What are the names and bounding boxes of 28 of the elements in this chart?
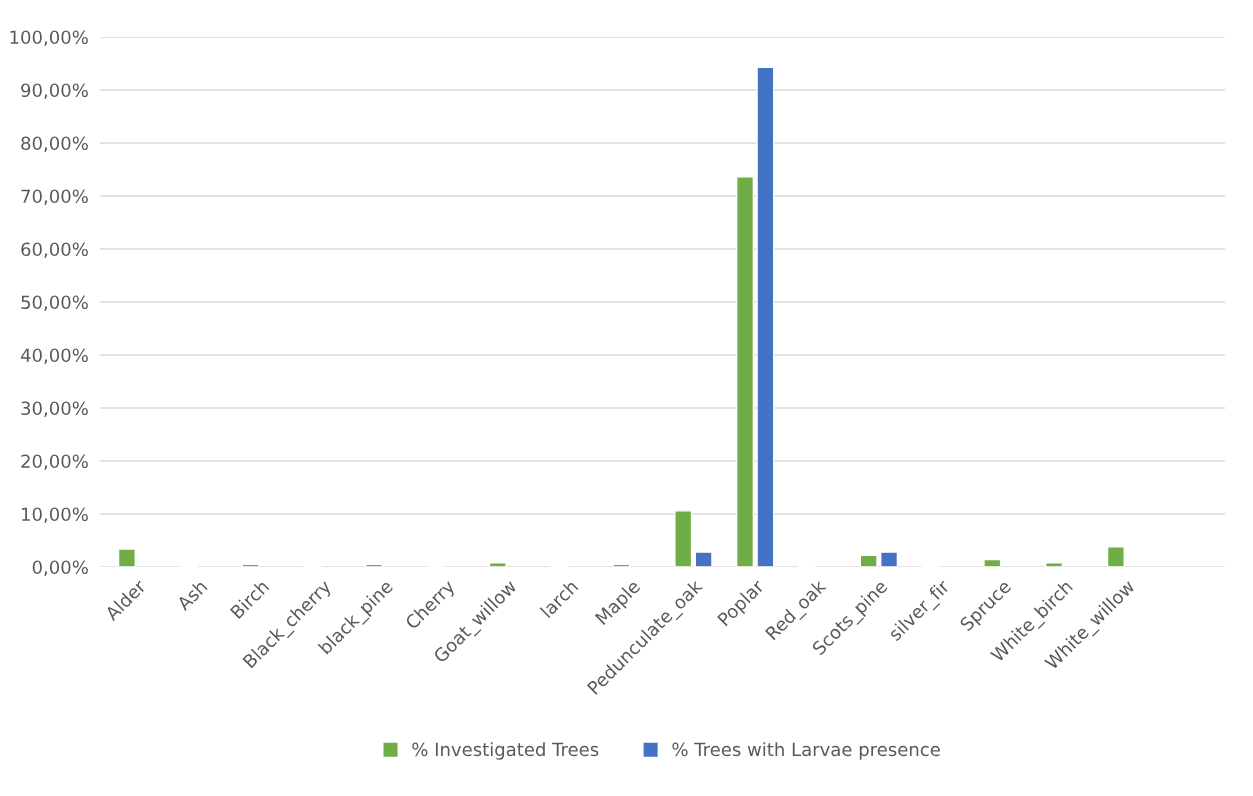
y-tick-label: 40,00% xyxy=(20,348,88,364)
bar xyxy=(859,554,878,567)
bar xyxy=(1045,562,1064,567)
y-tick-label: 50,00% xyxy=(21,295,88,311)
y-tick-label: 0,00% xyxy=(32,560,88,576)
y-tick-label: 100,00% xyxy=(10,30,88,46)
bar xyxy=(694,551,713,567)
y-tick-label: 60,00% xyxy=(21,242,88,258)
y-tick-label: 10,00% xyxy=(22,507,88,523)
bar xyxy=(612,563,631,567)
y-tick-label: 30,00% xyxy=(21,401,88,417)
bar xyxy=(735,176,755,567)
bar xyxy=(117,548,136,567)
bar xyxy=(983,558,1002,567)
bar xyxy=(756,66,775,567)
y-tick-label: 90,00% xyxy=(21,83,88,99)
y-tick-label: 70,00% xyxy=(21,189,88,205)
x-tick-label: Ash xyxy=(175,579,208,612)
bar xyxy=(1106,546,1125,567)
bar xyxy=(365,563,384,567)
y-tick-label: 80,00% xyxy=(21,136,88,152)
bar xyxy=(241,563,260,567)
y-tick-label: 20,00% xyxy=(21,454,88,470)
bar xyxy=(880,551,899,567)
bar xyxy=(674,510,693,567)
legend-label: % Trees with Larvae presence xyxy=(672,742,940,760)
bar xyxy=(488,562,507,567)
legend-label: % Investigated Trees xyxy=(412,742,599,760)
